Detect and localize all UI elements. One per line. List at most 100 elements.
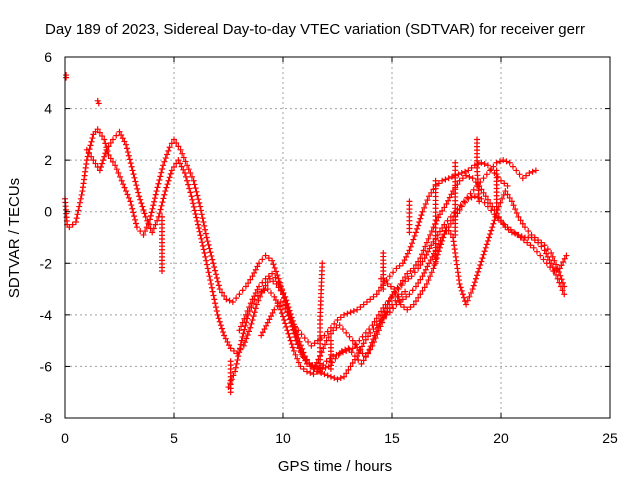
data-point — [142, 213, 149, 220]
data-point — [465, 195, 472, 202]
data-point — [513, 167, 520, 174]
data-point — [181, 170, 188, 177]
data-point — [262, 275, 269, 282]
data-point — [484, 196, 491, 203]
data-point — [92, 160, 99, 167]
data-point — [270, 278, 277, 285]
data-point — [438, 241, 445, 248]
data-point — [184, 177, 191, 184]
data-point — [371, 338, 378, 345]
data-point — [423, 239, 430, 246]
data-point — [478, 159, 485, 166]
data-point — [129, 205, 136, 212]
data-point — [481, 248, 488, 255]
y-tick-label: 6 — [44, 49, 52, 65]
data-point — [188, 173, 195, 180]
data-point — [197, 203, 204, 210]
data-point — [502, 188, 509, 195]
data-point — [128, 202, 135, 209]
data-point — [406, 247, 413, 254]
data-point — [222, 335, 229, 342]
grid — [65, 57, 610, 418]
data-point — [402, 278, 409, 285]
data-point — [194, 221, 201, 228]
data-point — [310, 371, 317, 378]
data-point — [403, 253, 410, 260]
data-point — [233, 360, 240, 367]
data-point — [400, 304, 407, 311]
data-point — [205, 241, 212, 248]
data-point — [398, 291, 405, 298]
data-point — [384, 280, 391, 287]
data-point — [277, 306, 284, 313]
data-point — [360, 340, 367, 347]
data-point — [206, 273, 213, 280]
data-point — [492, 213, 499, 220]
data-point — [211, 296, 218, 303]
data-point — [457, 284, 464, 291]
data-point — [341, 311, 348, 318]
data-point — [227, 358, 234, 365]
data-point — [125, 194, 132, 201]
data-point — [389, 293, 395, 300]
data-point — [369, 342, 376, 349]
data-point — [249, 317, 256, 324]
data-point — [282, 305, 289, 312]
data-point — [300, 366, 307, 373]
data-point — [239, 287, 246, 294]
data-point — [188, 193, 195, 200]
data-point — [212, 304, 219, 311]
data-point — [468, 289, 475, 296]
data-point — [138, 200, 145, 207]
data-point — [290, 327, 297, 334]
data-point — [124, 191, 131, 198]
data-point — [354, 344, 361, 351]
data-point — [367, 329, 374, 336]
data-point — [479, 255, 486, 262]
data-point — [166, 144, 173, 151]
data-point — [265, 255, 272, 262]
data-point — [509, 163, 516, 170]
data-point — [515, 213, 522, 220]
data-point — [239, 333, 246, 340]
data-point — [165, 177, 172, 184]
data-point — [194, 192, 201, 199]
data-point — [288, 341, 295, 348]
data-point — [273, 268, 280, 275]
data-point — [386, 273, 393, 280]
data-point — [239, 319, 246, 326]
data-point — [256, 283, 263, 290]
y-tick-label: 2 — [44, 152, 52, 168]
data-point — [558, 262, 565, 269]
data-point — [230, 347, 237, 354]
data-point — [421, 204, 428, 211]
chart-title: Day 189 of 2023, Sidereal Day-to-day VTE… — [45, 21, 585, 38]
y-tick-label: 0 — [44, 204, 52, 220]
data-point — [362, 336, 369, 343]
data-point — [399, 260, 406, 267]
data-point — [199, 242, 206, 249]
data-point — [90, 157, 97, 164]
data-point — [161, 158, 168, 165]
data-point — [409, 240, 416, 247]
data-point — [550, 268, 557, 275]
data-point — [357, 346, 364, 353]
data-point — [271, 306, 278, 313]
data-point — [320, 362, 327, 369]
data-point — [85, 150, 92, 157]
data-point — [476, 198, 483, 205]
data-point — [404, 306, 411, 313]
data-point — [394, 284, 401, 291]
data-point — [560, 258, 567, 265]
data-point — [321, 371, 328, 378]
data-point — [159, 199, 166, 206]
data-point — [418, 212, 425, 219]
data-point — [420, 247, 427, 254]
data-point — [412, 298, 419, 305]
data-point — [195, 196, 202, 203]
data-point — [541, 242, 548, 249]
data-point — [429, 253, 436, 260]
data-point — [523, 172, 530, 179]
data-point — [427, 273, 434, 280]
data-point — [419, 208, 426, 215]
